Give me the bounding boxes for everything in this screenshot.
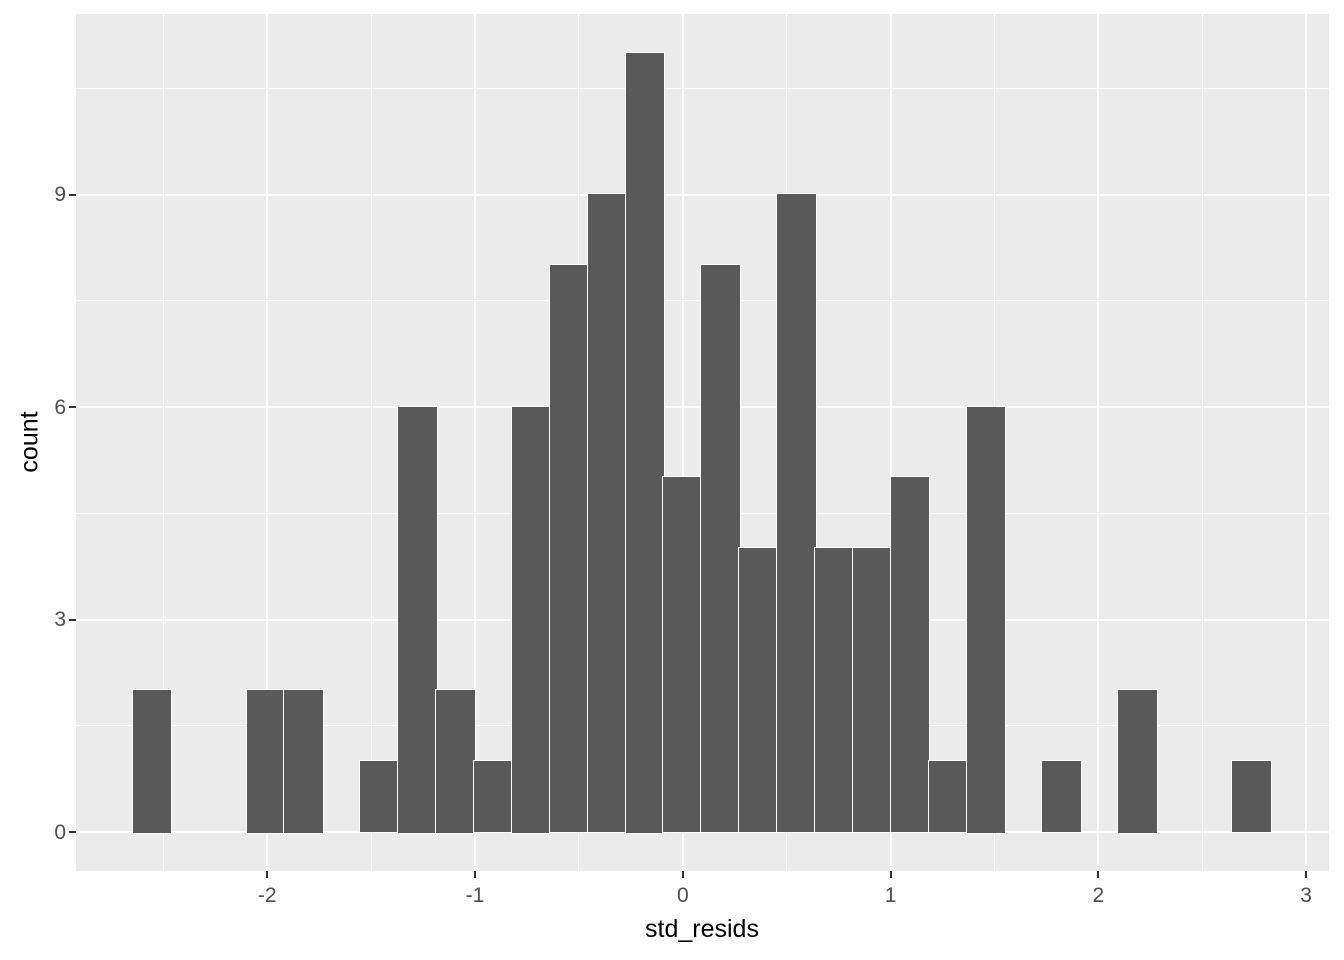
histogram-bar [965, 405, 1007, 834]
histogram-bar [927, 759, 969, 834]
x-tick-mark [1305, 871, 1308, 878]
x-gridline-major [266, 14, 269, 871]
histogram-bar [738, 547, 779, 834]
y-tick-label: 6 [54, 395, 66, 419]
y-tick-mark [69, 193, 76, 196]
x-gridline-minor [1201, 14, 1203, 871]
histogram-bar [624, 51, 666, 834]
x-tick-label: 2 [1092, 884, 1105, 907]
y-tick-label: 3 [54, 608, 66, 632]
x-tick-mark [681, 871, 684, 878]
histogram-bar [700, 263, 741, 834]
histogram-bar [131, 688, 173, 834]
x-tick-mark [474, 871, 476, 878]
x-tick-label: -2 [257, 884, 277, 907]
histogram-bar [359, 759, 400, 834]
histogram-bar [435, 688, 476, 834]
x-gridline-minor [370, 14, 372, 871]
x-axis-title: std_resids [645, 915, 759, 943]
plot-panel [76, 14, 1329, 871]
x-tick-label: 3 [1300, 884, 1312, 907]
histogram-bar [586, 193, 628, 834]
histogram-bar [548, 263, 590, 834]
x-gridline-major [1097, 14, 1100, 871]
histogram-bar [283, 688, 325, 834]
histogram-bar [814, 547, 855, 834]
x-tick-label: 0 [676, 884, 689, 907]
y-gridline-major [76, 193, 1329, 196]
y-tick-label: 9 [54, 183, 66, 207]
x-tick-mark [1097, 871, 1100, 878]
x-gridline-major [681, 14, 684, 871]
histogram-bar [1041, 759, 1083, 834]
x-gridline-major [474, 14, 476, 871]
histogram-bar [889, 476, 931, 834]
x-gridline-major [1305, 14, 1308, 871]
histogram-bar [851, 547, 893, 834]
x-gridline-major [889, 14, 892, 871]
histogram-bar [1117, 688, 1158, 834]
histogram-bar [397, 405, 438, 834]
y-tick-mark [69, 618, 76, 621]
x-tick-label: 1 [884, 884, 897, 907]
x-tick-mark [889, 871, 892, 878]
y-tick-mark [69, 406, 76, 409]
histogram-bar [662, 476, 704, 834]
histogram-bar [776, 193, 817, 834]
histogram-bar [510, 405, 552, 834]
y-gridline-minor [76, 87, 1329, 89]
y-tick-label: 0 [54, 820, 66, 844]
x-gridline-minor [162, 14, 164, 871]
y-tick-mark [69, 831, 76, 833]
bars-layer [76, 14, 1329, 871]
x-tick-mark [266, 871, 269, 878]
histogram-bar [472, 759, 514, 834]
histogram-bar [1230, 759, 1272, 834]
y-axis-title: count [15, 411, 44, 473]
x-tick-label: -1 [465, 884, 485, 907]
histogram-bar [245, 688, 287, 834]
